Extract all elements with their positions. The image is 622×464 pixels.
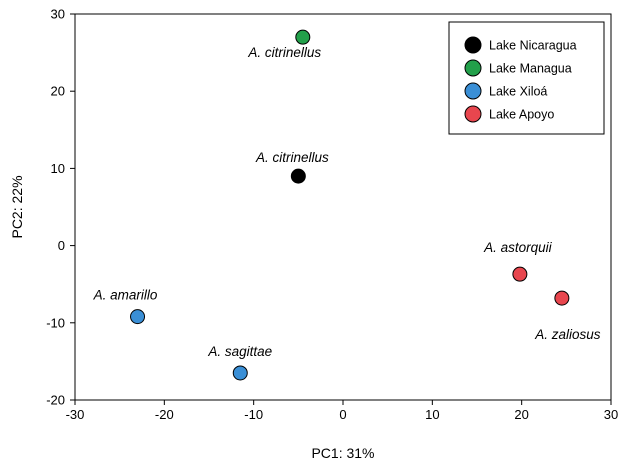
- point-label: A. citrinellus: [255, 150, 329, 165]
- x-tick-label: 20: [514, 407, 528, 422]
- x-tick-label: 10: [425, 407, 439, 422]
- data-point: [295, 29, 311, 45]
- legend-marker: [464, 105, 482, 123]
- legend-label: Lake Xiloá: [489, 85, 547, 99]
- x-tick-label: -20: [155, 407, 174, 422]
- y-tick-label: 30: [51, 7, 65, 22]
- y-tick-label: -20: [46, 393, 65, 408]
- y-tick-label: -10: [46, 315, 65, 330]
- legend-label: Lake Nicaragua: [489, 39, 577, 53]
- x-axis: -30 -20 -10 0 10 20 30: [66, 400, 618, 422]
- data-point: [290, 168, 306, 184]
- data-points: [130, 29, 570, 381]
- point-label: A. amarillo: [93, 288, 158, 303]
- legend-label: Lake Managua: [489, 62, 572, 76]
- y-tick-label: 20: [51, 84, 65, 99]
- y-axis-title: PC2: 22%: [9, 175, 25, 238]
- y-tick-label: 10: [51, 161, 65, 176]
- legend-label: Lake Apoyo: [489, 108, 554, 122]
- data-point: [232, 365, 248, 381]
- point-label: A. sagittae: [207, 344, 272, 359]
- point-label: A. astorquii: [483, 240, 553, 255]
- data-point: [512, 266, 528, 282]
- y-axis: -20 -10 0 10 20 30: [46, 7, 75, 408]
- legend: Lake Nicaragua Lake Managua Lake Xiloá Lake…: [448, 21, 605, 135]
- data-point: [554, 290, 570, 306]
- data-point: [130, 309, 146, 325]
- legend-marker: [464, 59, 482, 77]
- point-label: A. citrinellus: [247, 45, 321, 60]
- legend-marker: [464, 82, 482, 100]
- point-annotations: A. citrinellus A. citrinellus A. amarillo A…: [93, 45, 601, 359]
- y-tick-label: 0: [58, 238, 65, 253]
- x-tick-label: -10: [244, 407, 263, 422]
- x-axis-title: PC1: 31%: [311, 445, 374, 461]
- legend-marker: [464, 36, 482, 54]
- x-tick-label: 0: [339, 407, 346, 422]
- point-label: A. zaliosus: [534, 327, 601, 342]
- x-tick-label: -30: [66, 407, 85, 422]
- x-tick-label: 30: [604, 407, 618, 422]
